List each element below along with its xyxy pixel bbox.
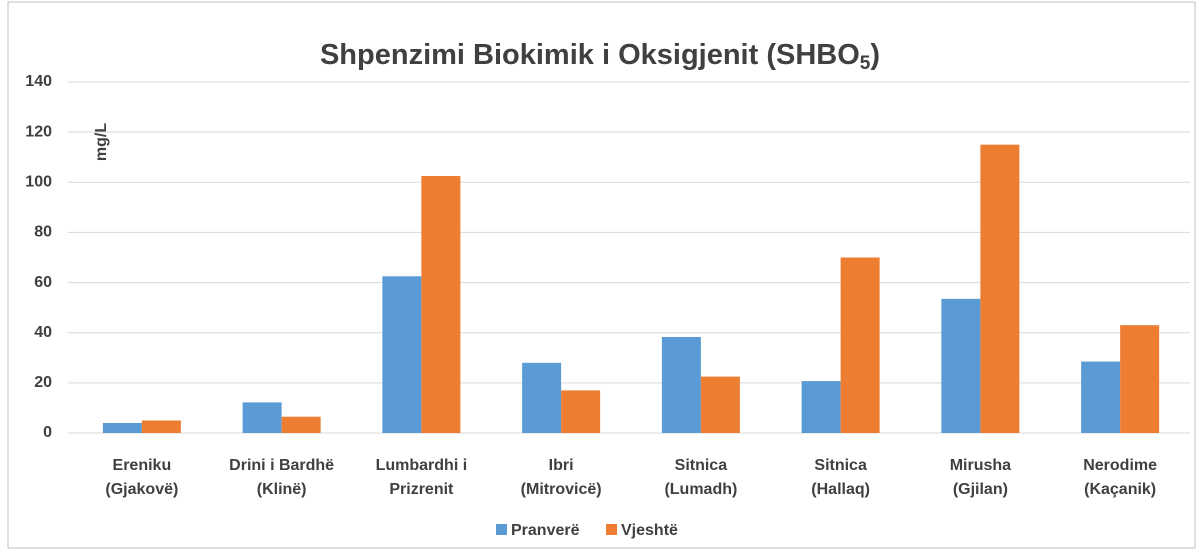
bar [561,390,601,433]
x-tick-label: (Gjilan) [953,481,1008,498]
x-tick-label: Sitnica [675,457,728,474]
y-axis-label: mg/L [93,123,110,161]
x-tick-label: (Kaçanik) [1084,481,1156,498]
bar [102,422,142,433]
x-tick-label: Mirusha [950,457,1011,474]
bar [242,402,282,433]
x-tick-label: Ibri [549,457,574,474]
bar [801,381,841,433]
x-tick-label: Drini i Bardhë [229,457,334,474]
bar [700,376,740,433]
title-main: Shpenzimi Biokimik i Oksigjenit (SHBO [320,39,860,71]
bar [840,257,880,433]
bar [522,362,562,433]
y-tick-label: 80 [34,224,52,241]
x-tick-label: Ereniku [113,457,172,474]
legend-label: Pranverë [511,522,580,539]
y-tick-label: 140 [25,73,52,90]
title-end: ) [870,39,880,71]
x-tick-label: (Mitrovicë) [521,481,602,498]
bar [980,144,1020,433]
y-tick-label: 120 [25,123,52,140]
bar [421,176,461,433]
x-tick-label: Nerodime [1083,457,1157,474]
x-tick-label: Prizrenit [389,481,454,498]
y-tick-label: 100 [25,174,52,191]
bar [281,416,321,433]
x-tick-label: (Hallaq) [811,481,870,498]
chart-title: Shpenzimi Biokimik i Oksigjenit (SHBO5) [320,39,880,74]
bar [1081,361,1121,433]
x-tick-label: (Lumadh) [664,481,737,498]
y-tick-label: 0 [43,424,52,441]
bar [382,276,422,433]
legend-swatch [496,524,507,535]
x-tick-label: (Klinë) [257,481,307,498]
bar [941,298,981,433]
bar [141,420,181,433]
legend-swatch [606,524,617,535]
x-tick-label: Lumbardhi i [376,457,468,474]
x-tick-label: (Gjakovë) [105,481,178,498]
y-tick-label: 60 [34,274,52,291]
bar [661,336,701,433]
title-subscript: 5 [860,53,871,74]
y-tick-label: 20 [34,374,52,391]
y-tick-label: 40 [34,324,52,341]
legend-label: Vjeshtë [621,522,678,539]
bar [1120,325,1160,433]
x-tick-label: Sitnica [814,457,867,474]
